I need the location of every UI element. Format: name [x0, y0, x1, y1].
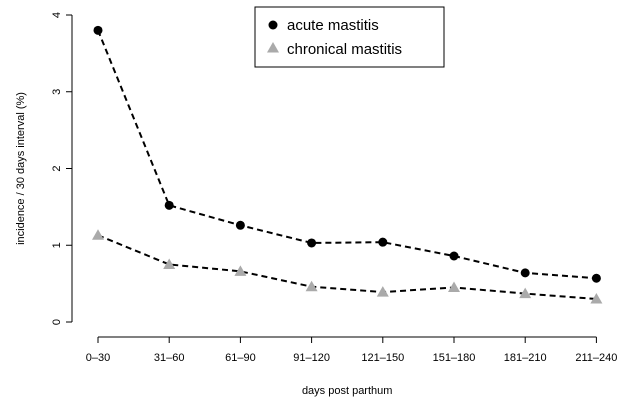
data-point — [164, 200, 174, 210]
series-line-1 — [97, 234, 597, 300]
plot-area — [92, 25, 603, 304]
data-point — [448, 281, 460, 292]
x-tick-label: 181–210 — [504, 352, 547, 364]
legend-label-acute: acute mastitis — [287, 17, 379, 34]
x-tick-label: 0–30 — [86, 352, 110, 364]
data-point — [591, 273, 601, 283]
y-axis-ticks: 0 1 2 3 4 — [51, 12, 72, 325]
legend-label-chronical: chronical mastitis — [287, 41, 402, 58]
y-tick-label: 2 — [51, 165, 63, 171]
y-axis-title: incidence / 30 days interval (%) — [15, 92, 27, 245]
y-tick-label: 4 — [51, 12, 63, 18]
x-tick-label: 151–180 — [433, 352, 476, 364]
x-tick-label: 61–90 — [225, 352, 256, 364]
data-point — [519, 287, 532, 299]
data-point — [376, 286, 389, 297]
y-tick-label: 1 — [51, 242, 63, 248]
data-point — [590, 292, 603, 304]
x-tick-label: 31–60 — [154, 352, 185, 364]
data-point — [449, 251, 459, 261]
legend-marker-acute — [268, 20, 278, 30]
data-point — [234, 265, 247, 276]
data-point — [307, 238, 317, 248]
x-axis-title: days post parthum — [302, 385, 393, 397]
legend: acute mastitis chronical mastitis — [254, 6, 445, 68]
x-axis-ticks: 0–30 31–60 61–90 91–120 121–150 151–180 181–21… — [86, 337, 617, 364]
x-tick-label: 211–240 — [575, 352, 617, 364]
data-point — [163, 258, 176, 269]
data-point — [93, 25, 103, 35]
x-tick-label: 121–150 — [361, 352, 404, 364]
data-point — [92, 229, 104, 240]
legend-box — [254, 6, 445, 68]
data-point — [305, 280, 318, 292]
series-line-0 — [97, 29, 597, 280]
y-tick-label: 0 — [51, 319, 63, 325]
legend-marker-chronical — [267, 42, 279, 53]
data-point — [520, 268, 530, 278]
data-point — [378, 237, 388, 247]
y-tick-label: 3 — [51, 89, 63, 95]
x-tick-label: 91–120 — [293, 352, 330, 364]
data-point — [235, 220, 245, 230]
